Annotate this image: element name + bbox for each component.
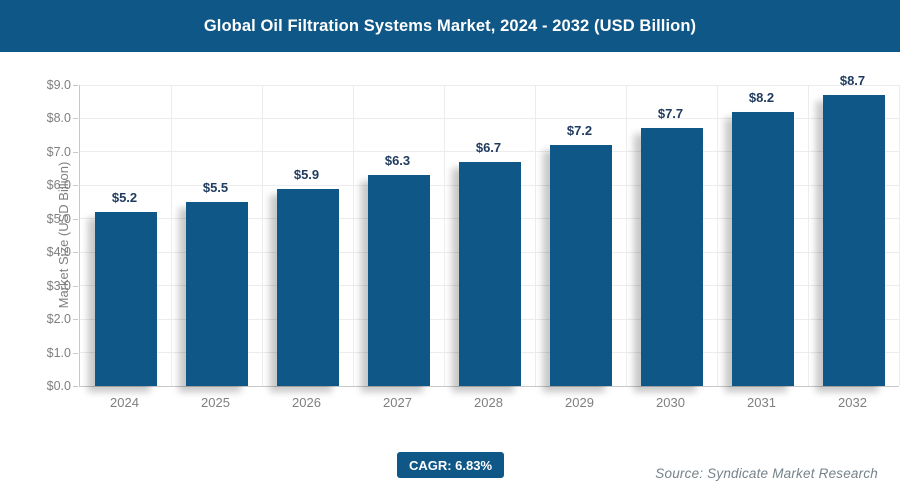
bar-2032 (822, 95, 885, 386)
source-note: Source: Syndicate Market Research (655, 466, 878, 481)
vertical-gridline (443, 85, 445, 386)
y-tick-mark (73, 386, 78, 387)
cagr-badge: CAGR: 6.83% (397, 452, 504, 478)
vertical-gridline (898, 85, 900, 386)
y-tick-mark (73, 218, 78, 220)
vertical-gridline (352, 85, 354, 386)
y-tick-label: $1.0 (46, 345, 71, 360)
bar-value-label: $7.2 (566, 123, 593, 139)
x-tick-label: 2027 (383, 395, 412, 410)
bar-2026 (276, 188, 339, 386)
bar-2028 (458, 161, 521, 386)
y-tick-label: $5.0 (46, 211, 71, 226)
chart-title-bar: Global Oil Filtration Systems Market, 20… (0, 0, 900, 52)
y-tick-label: $6.0 (46, 178, 71, 193)
y-tick-mark (73, 185, 78, 187)
y-tick-mark (73, 151, 78, 153)
bar-value-label: $5.5 (202, 180, 229, 196)
bar-2024 (94, 212, 157, 386)
x-tick-label: 2031 (747, 395, 776, 410)
y-tick-label: $9.0 (46, 78, 71, 92)
vertical-gridline (170, 85, 172, 386)
plot-area (79, 84, 900, 387)
x-tick-label: 2025 (201, 395, 230, 410)
y-axis-title: Market Size (USD Billion) (56, 161, 71, 309)
bar-value-label: $7.7 (657, 106, 684, 122)
y-tick-mark (73, 252, 78, 254)
y-tick-label: $2.0 (46, 312, 71, 327)
y-tick-label: $7.0 (46, 144, 71, 159)
bar-2027 (367, 175, 430, 386)
bar-value-label: $8.7 (839, 73, 866, 89)
y-tick-label: $4.0 (46, 245, 71, 260)
y-tick-label: $3.0 (46, 278, 71, 293)
bar-value-label: $6.7 (475, 139, 502, 155)
vertical-gridline (534, 85, 536, 386)
x-tick-label: 2028 (474, 395, 503, 410)
horizontal-gridline (80, 84, 899, 86)
y-tick-mark (73, 85, 78, 86)
x-tick-label: 2026 (292, 395, 321, 410)
bar-2029 (549, 145, 612, 386)
y-tick-label: $0.0 (46, 379, 71, 393)
y-tick-mark (73, 285, 78, 287)
y-tick-label: $8.0 (46, 111, 71, 126)
bar-2030 (640, 128, 703, 386)
vertical-gridline (807, 85, 809, 386)
bar-2031 (731, 111, 794, 386)
bar-value-label: $5.2 (111, 190, 138, 206)
y-tick-mark (73, 118, 78, 120)
bar-2025 (185, 202, 248, 386)
y-tick-mark (73, 352, 78, 354)
x-tick-label: 2029 (565, 395, 594, 410)
chart-title: Global Oil Filtration Systems Market, 20… (203, 16, 697, 35)
bar-value-label: $8.2 (748, 89, 775, 105)
horizontal-gridline (80, 117, 899, 119)
bar-value-label: $6.3 (384, 153, 411, 169)
bar-value-label: $5.9 (293, 166, 320, 182)
vertical-gridline (261, 85, 263, 386)
x-tick-label: 2032 (838, 395, 867, 410)
y-tick-mark (73, 319, 78, 321)
x-tick-label: 2030 (656, 395, 685, 410)
vertical-gridline (716, 85, 718, 386)
x-tick-label: 2024 (110, 395, 139, 410)
horizontal-gridline (80, 151, 899, 153)
vertical-gridline (625, 85, 627, 386)
